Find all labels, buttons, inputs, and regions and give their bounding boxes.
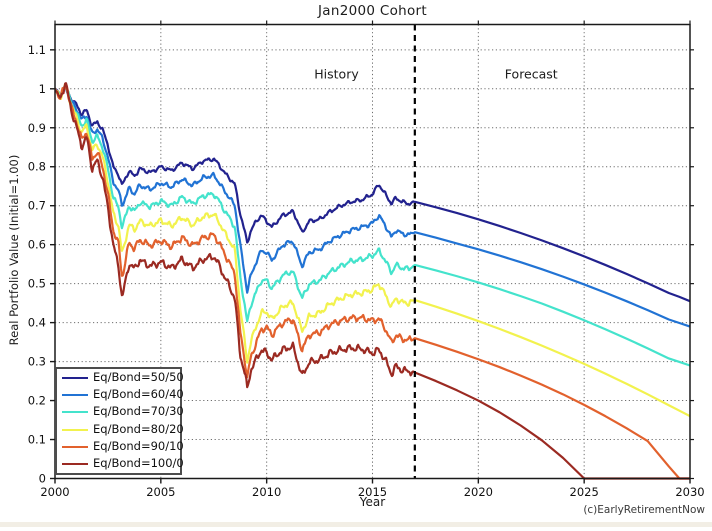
legend-item: Eq/Bond=100/0: [57, 455, 184, 472]
watermark-text: (c)EarlyRetirementNow: [583, 504, 705, 516]
y-tick-label: 1: [39, 82, 46, 96]
legend-item: Eq/Bond=60/40: [57, 386, 184, 403]
legend-box: Eq/Bond=50/50 Eq/Bond=60/40 Eq/Bond=70/30 E…: [55, 367, 184, 475]
legend-color-sample: [62, 393, 88, 396]
x-tick-label: 2010: [252, 485, 281, 499]
x-tick-label: 2030: [675, 485, 704, 499]
y-tick-label: 0.1: [28, 433, 46, 447]
annotation-forecast: Forecast: [505, 66, 558, 81]
series-line-eq-bond-90-10: [55, 83, 690, 480]
x-tick-label: 2025: [570, 485, 599, 499]
legend-item: Eq/Bond=50/50: [57, 369, 184, 386]
series-line-eq-bond-50-50: [55, 84, 690, 303]
y-tick-label: 0.8: [28, 160, 46, 174]
y-tick-label: 0.6: [28, 238, 46, 252]
x-tick-label: 2005: [146, 485, 175, 499]
legend-label: Eq/Bond=70/30: [93, 404, 184, 419]
y-tick-label: 0.3: [28, 355, 46, 369]
series-line-eq-bond-80-20: [55, 82, 690, 418]
series-line-eq-bond-70-30: [55, 86, 690, 367]
legend-label: Eq/Bond=90/10: [93, 439, 184, 454]
legend-color-sample: [62, 411, 88, 414]
legend-label: Eq/Bond=100/0: [93, 456, 184, 471]
y-tick-label: 0.2: [28, 394, 46, 408]
legend-label: Eq/Bond=60/40: [93, 387, 184, 402]
y-tick-label: 0: [39, 472, 46, 486]
legend-item: Eq/Bond=80/20: [57, 421, 184, 438]
legend-color-sample: [62, 428, 88, 431]
legend-item: Eq/Bond=90/10: [57, 438, 184, 455]
y-tick-label: 0.4: [28, 316, 46, 330]
x-tick-label: 2000: [40, 485, 69, 499]
legend-label: Eq/Bond=80/20: [93, 421, 184, 436]
legend-item: Eq/Bond=70/30: [57, 404, 184, 421]
legend-color-sample: [62, 463, 88, 466]
window-bottom-strip: [0, 522, 712, 527]
chart-title: Jan2000 Cohort: [317, 3, 427, 19]
x-axis-label: Year: [359, 495, 386, 509]
y-tick-label: 0.9: [28, 121, 46, 135]
series-line-eq-bond-100-0: [55, 82, 690, 480]
y-tick-label: 0.5: [28, 277, 46, 291]
legend-label: Eq/Bond=50/50: [93, 369, 184, 384]
y-tick-label: 0.7: [28, 199, 46, 213]
x-tick-label: 2015: [358, 485, 387, 499]
legend-color-sample: [62, 376, 88, 379]
legend-color-sample: [62, 445, 88, 448]
y-tick-label: 1.1: [28, 43, 46, 57]
annotation-history: History: [314, 66, 359, 81]
series-line-eq-bond-60-40: [55, 84, 690, 328]
x-tick-label: 2020: [464, 485, 493, 499]
y-axis-label: Real Portfolio Value (Initial=1.00): [7, 154, 21, 346]
